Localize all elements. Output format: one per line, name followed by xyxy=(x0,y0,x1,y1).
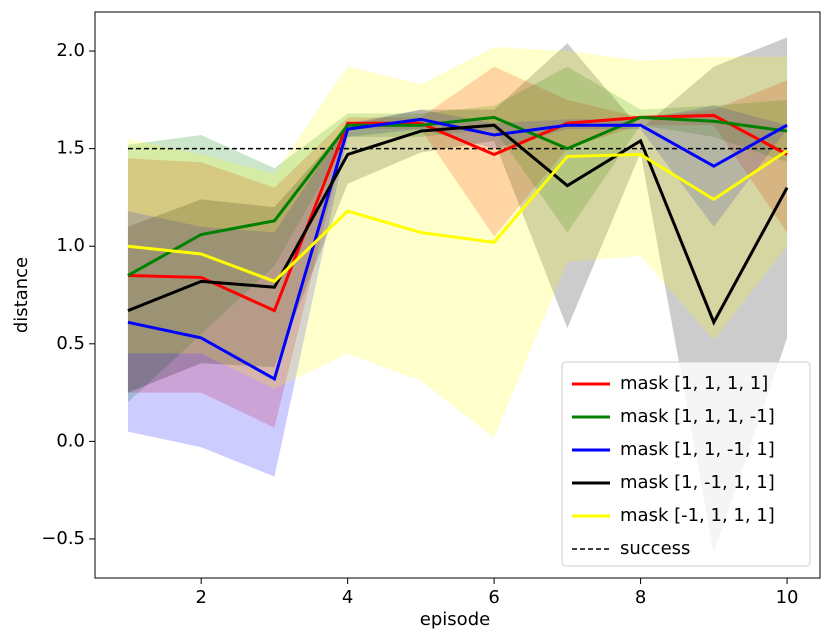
x-tick-label: 6 xyxy=(488,587,499,608)
x-tick-label: 8 xyxy=(635,587,646,608)
error-band xyxy=(127,37,788,553)
plot-frame xyxy=(94,11,821,579)
data-line xyxy=(127,123,789,326)
y-tick-label: 2.0 xyxy=(56,40,85,61)
legend-label: mask [1, 1, 1, -1] xyxy=(620,406,775,427)
error-band xyxy=(127,47,788,438)
data-line xyxy=(127,113,788,313)
y-tick-label: 0.0 xyxy=(56,430,85,451)
x-tick-label: 4 xyxy=(342,587,353,608)
legend-label: mask [-1, 1, 1, 1] xyxy=(620,505,775,526)
legend-label: mask [1, 1, 1, 1] xyxy=(620,373,768,394)
legend-label: success xyxy=(620,538,690,559)
legend-label: mask [1, -1, 1, 1] xyxy=(620,472,775,493)
y-axis-label: distance xyxy=(11,257,32,333)
data-line xyxy=(127,149,788,284)
y-tick-label: 0.5 xyxy=(56,333,85,354)
x-tick-label: 10 xyxy=(776,587,799,608)
legend-label: mask [1, 1, -1, 1] xyxy=(620,439,775,460)
x-tick-label: 2 xyxy=(195,587,206,608)
error-band xyxy=(127,66,788,428)
legend-box xyxy=(561,361,811,567)
y-tick-label: 1.0 xyxy=(56,235,85,256)
x-axis-label: episode xyxy=(420,609,490,630)
y-tick-label: −0.5 xyxy=(41,528,85,549)
y-tick-label: 1.5 xyxy=(56,138,85,159)
data-line xyxy=(127,115,788,277)
error-band xyxy=(127,105,788,477)
